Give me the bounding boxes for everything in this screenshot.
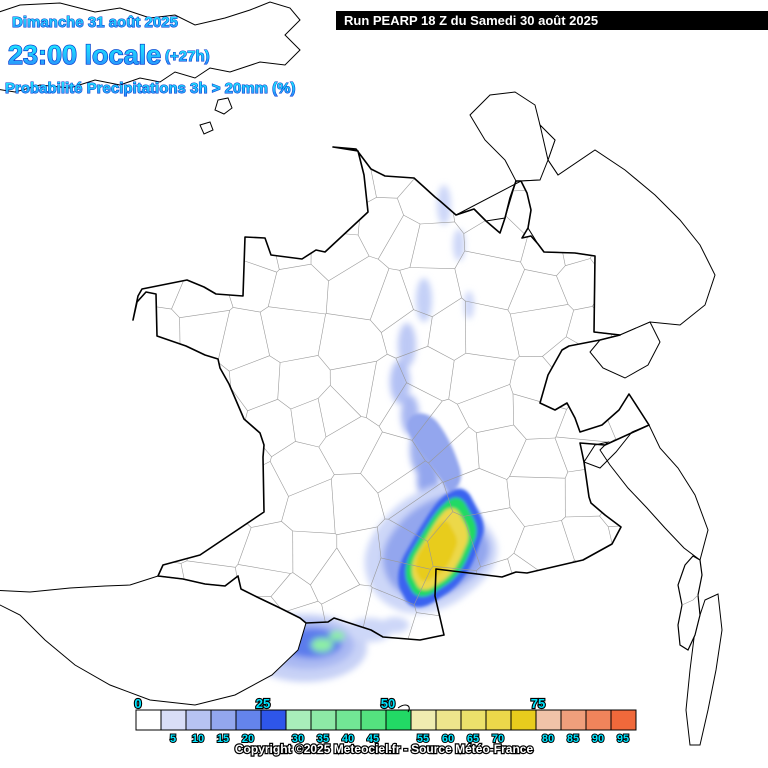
svg-text:Copyright ©2025 Meteociel.fr -: Copyright ©2025 Meteociel.fr - Source Mé…: [235, 742, 534, 756]
svg-text:80: 80: [542, 733, 554, 745]
svg-text:Run PEARP 18 Z du Samedi 30 ao: Run PEARP 18 Z du Samedi 30 août 2025: [344, 13, 598, 28]
svg-text:10: 10: [192, 733, 204, 745]
svg-text:50: 50: [381, 696, 395, 711]
svg-text:Dimanche 31 août 2025: Dimanche 31 août 2025: [12, 14, 178, 31]
svg-text:(+27h): (+27h): [165, 48, 210, 65]
svg-text:85: 85: [567, 733, 579, 745]
svg-text:95: 95: [617, 733, 629, 745]
svg-text:23:00 locale: 23:00 locale: [8, 40, 161, 70]
svg-text:0: 0: [134, 696, 141, 711]
svg-text:15: 15: [217, 733, 229, 745]
svg-text:Probabilité Precipitations 3h: Probabilité Precipitations 3h > 20mm (%): [5, 80, 296, 97]
svg-text:90: 90: [592, 733, 604, 745]
svg-text:25: 25: [256, 696, 270, 711]
svg-text:75: 75: [531, 696, 545, 711]
svg-text:5: 5: [170, 733, 176, 745]
